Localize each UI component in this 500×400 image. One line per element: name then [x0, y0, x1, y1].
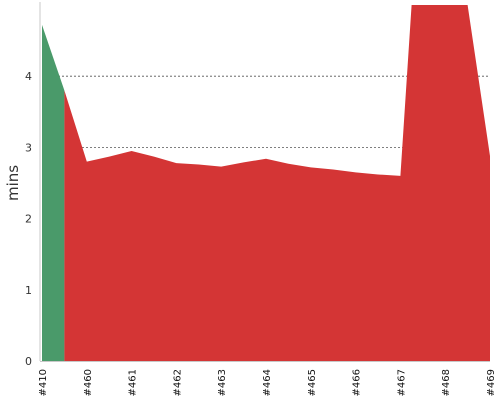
y-tick-label-1: 1	[25, 284, 32, 297]
x-tick-labels: #410 #460 #461 #462 #463 #464 #465 #466 #467 #468…	[38, 369, 497, 396]
area-series-1	[64, 5, 491, 361]
x-tick-label-7: #466	[352, 369, 363, 396]
y-axis-title: mins	[4, 165, 22, 201]
x-tick-label-8: #467	[396, 369, 407, 396]
area-series-0	[42, 24, 65, 361]
x-tick-label-9: #468	[441, 369, 452, 396]
axes	[39, 2, 490, 362]
x-tick-label-3: #462	[172, 369, 183, 396]
y-tick-label-4: 4	[25, 70, 32, 83]
y-tick-labels: 0 1 2 3 4	[25, 70, 32, 368]
y-tick-label-2: 2	[25, 213, 32, 226]
x-tick-label-2: #461	[128, 369, 139, 396]
x-tick-label-1: #460	[83, 369, 94, 396]
y-tick-label-3: 3	[25, 141, 32, 154]
x-tick-label-10: #469	[486, 369, 497, 396]
x-tick-label-6: #465	[307, 369, 318, 396]
y-tick-label-0: 0	[25, 355, 32, 368]
area-series	[42, 5, 491, 361]
x-tick-label-0: #410	[38, 369, 49, 396]
x-tick-label-5: #464	[262, 369, 273, 396]
x-tick-label-4: #463	[217, 369, 228, 396]
